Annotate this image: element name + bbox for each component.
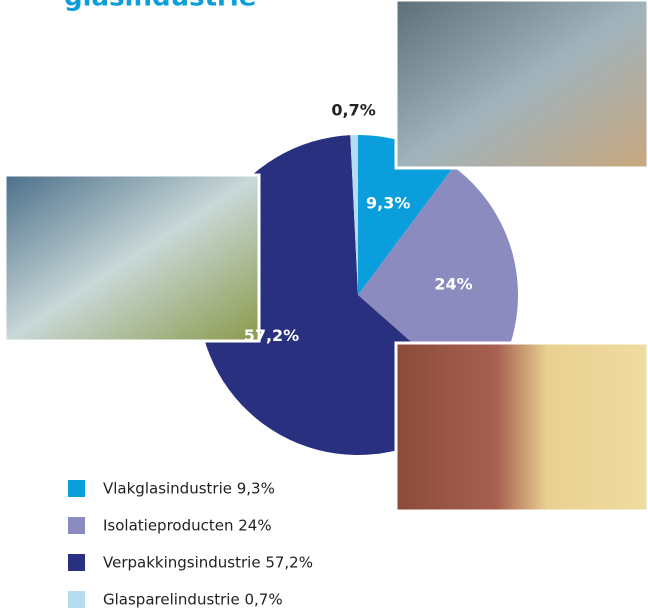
photo <box>396 0 648 168</box>
data-label: 57,2% <box>244 326 300 345</box>
legend-swatch <box>68 554 85 571</box>
legend-label: Vlakglasindustrie 9,3% <box>103 480 275 498</box>
legend-label: Verpakkingsindustrie 57,2% <box>103 554 313 572</box>
chart: glasindustrie 9,3% 24% 57,2% 0,7% Vlakglasi… <box>0 0 648 613</box>
legend: Vlakglasindustrie 9,3% Isolatieproducten … <box>68 480 313 609</box>
photo <box>5 175 259 341</box>
legend-swatch <box>68 591 85 608</box>
legend-swatch <box>68 517 85 534</box>
data-label: 9,3% <box>366 193 410 212</box>
data-label: 0,7% <box>331 101 375 120</box>
data-label: 24% <box>434 275 472 294</box>
legend-swatch <box>68 480 85 497</box>
chart-title: glasindustrie <box>64 0 256 13</box>
legend-label: Glasparelindustrie 0,7% <box>103 591 283 609</box>
legend-label: Isolatieproducten 24% <box>103 517 272 535</box>
photo <box>396 343 648 511</box>
